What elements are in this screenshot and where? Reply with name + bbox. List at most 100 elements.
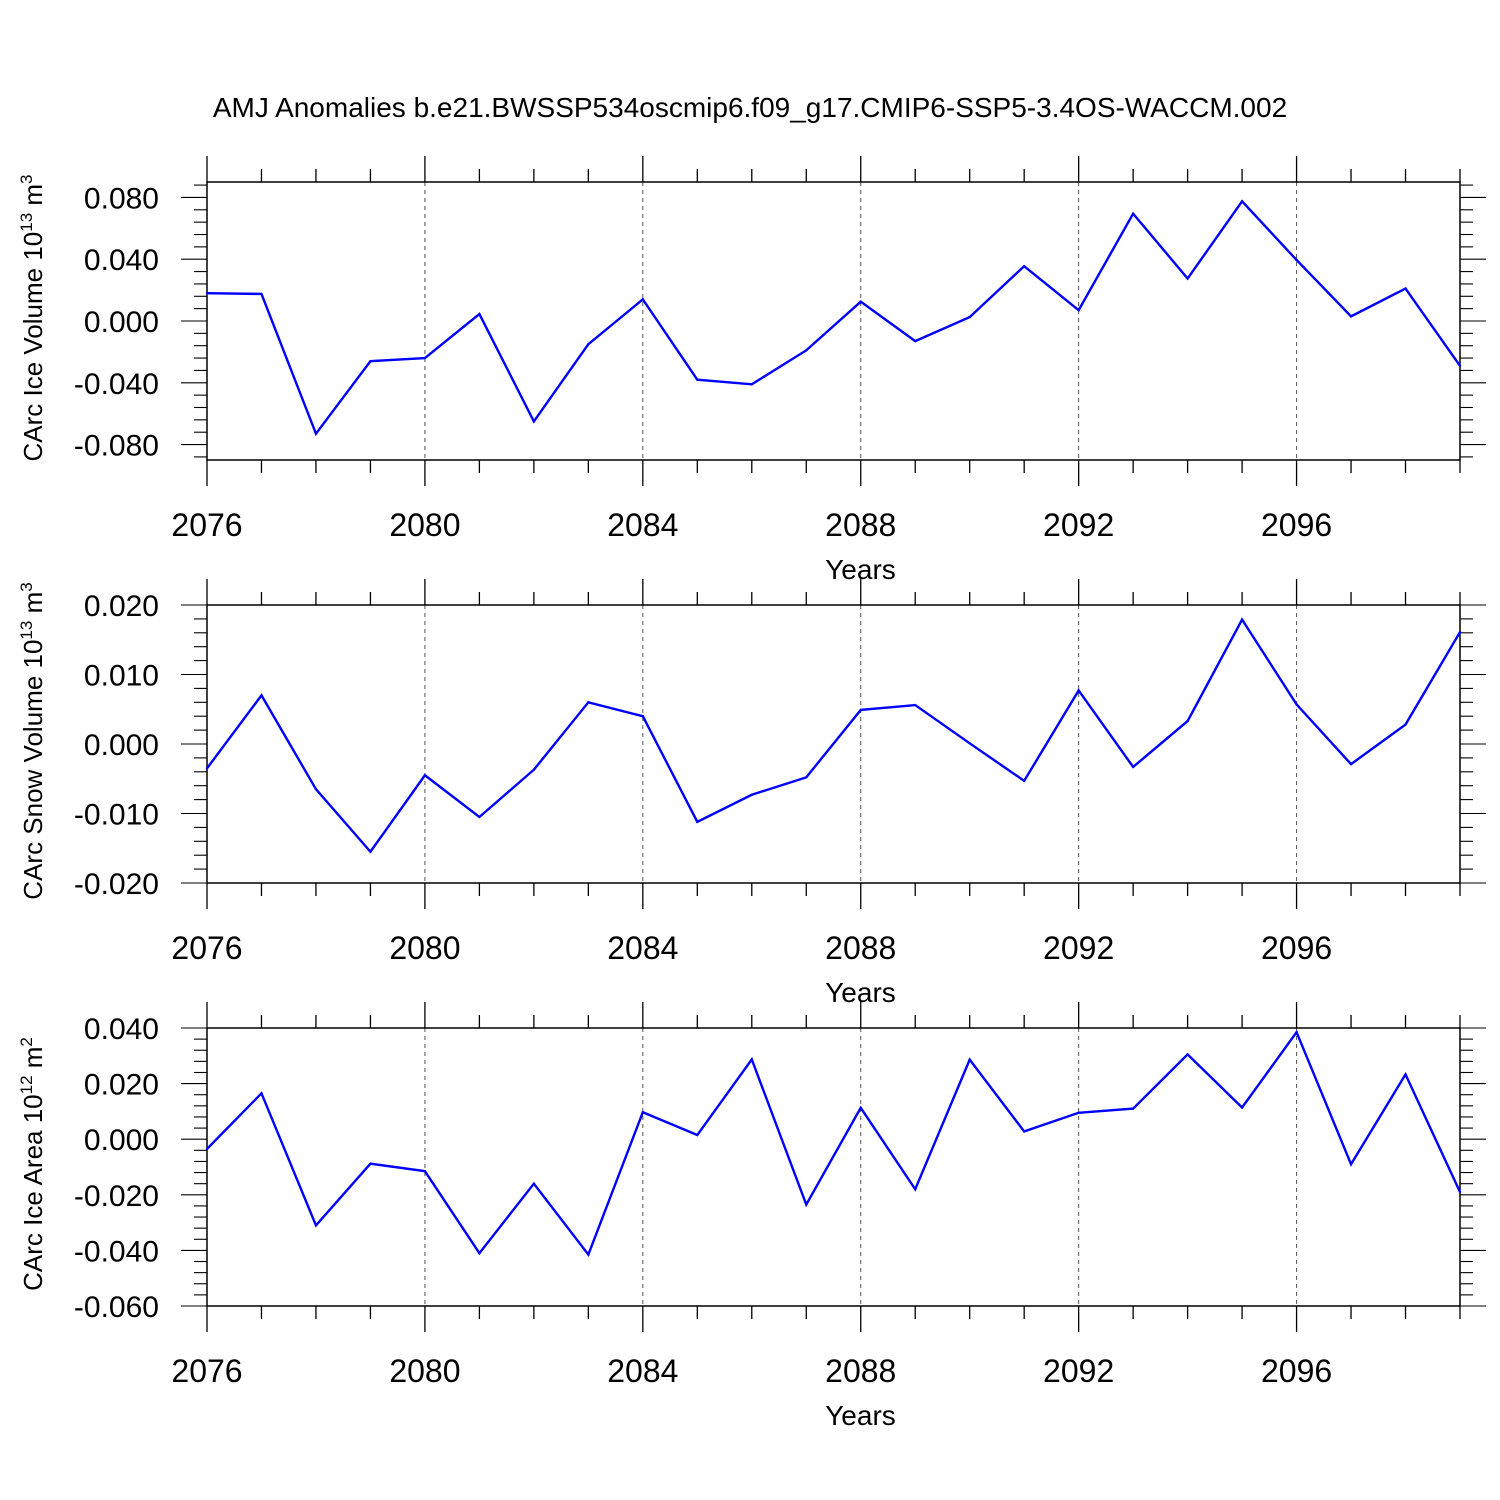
x-tick-label: 2076 <box>171 930 242 966</box>
x-tick-label: 2084 <box>607 1353 678 1389</box>
y-axis-label-unit-exponent: 3 <box>17 582 36 591</box>
data-point <box>369 850 372 853</box>
y-tick-label: 0.040 <box>84 1013 159 1046</box>
data-point <box>859 708 862 712</box>
y-tick-label: -0.010 <box>74 799 159 832</box>
data-point <box>641 1111 645 1114</box>
y-tick-label: 0.000 <box>84 1124 159 1157</box>
data-point <box>1131 1107 1135 1110</box>
data-point <box>1240 200 1244 203</box>
y-axis-label-exponent: 12 <box>17 1075 36 1094</box>
data-point <box>1131 212 1135 215</box>
x-tick-label: 2084 <box>607 507 678 543</box>
data-point <box>1295 703 1298 706</box>
x-tick-label: 2080 <box>389 507 460 543</box>
snow-volume-series-line <box>206 617 1462 854</box>
data-point <box>914 1188 917 1191</box>
y-axis-label-unit-exponent: 2 <box>17 1037 36 1046</box>
data-point <box>859 1106 862 1109</box>
data-point <box>1077 1111 1080 1114</box>
y-tick-label: 0.040 <box>84 244 159 277</box>
data-point <box>587 1253 590 1256</box>
data-point <box>1022 1130 1026 1133</box>
x-tick-label: 2092 <box>1043 507 1114 543</box>
y-axis-label: CArc Ice Volume 1013 m3 <box>17 174 48 461</box>
data-point <box>369 1162 372 1165</box>
data-point <box>1295 258 1298 262</box>
x-tick-label: 2096 <box>1261 1353 1332 1389</box>
ice-area-panel: -0.060 -0.040 -0.020 0.000 0.020 0.040 2076 208… <box>17 1002 1486 1431</box>
y-axis-label-unit-exponent: 3 <box>17 174 36 183</box>
y-tick-label: 0.020 <box>84 1069 159 1102</box>
y-tick-label: -0.040 <box>74 368 159 401</box>
ice-volume-series-line <box>206 199 1461 437</box>
data-point <box>1458 1190 1462 1194</box>
data-point <box>1404 287 1407 290</box>
x-tick-label: 2096 <box>1261 507 1332 543</box>
y-axis-label-text: CArc Ice Area 10 <box>18 1094 48 1291</box>
data-point <box>750 383 753 386</box>
chart-title: AMJ Anomalies b.e21.BWSSP534oscmip6.f09_… <box>212 92 1288 123</box>
data-point <box>914 703 917 707</box>
x-tick-label: 2088 <box>825 1353 896 1389</box>
data-point <box>205 292 209 295</box>
y-axis-label-unit: m <box>18 184 48 213</box>
data-point <box>696 820 699 824</box>
y-axis-label-exponent: 13 <box>17 213 36 232</box>
data-point <box>805 349 808 352</box>
data-point <box>1240 618 1244 621</box>
data-point <box>205 1147 209 1151</box>
data-point <box>423 1169 427 1173</box>
data-point <box>1077 689 1080 692</box>
data-point <box>696 1133 699 1137</box>
data-point <box>587 701 590 704</box>
x-axis-label: Years <box>825 1400 896 1431</box>
data-point <box>532 420 536 423</box>
data-point <box>1186 719 1189 723</box>
data-point <box>1240 1106 1244 1109</box>
ice-area-series-line <box>206 1029 1462 1258</box>
data-point <box>423 356 427 360</box>
data-point <box>750 793 753 796</box>
y-tick-label: -0.080 <box>74 430 159 463</box>
data-point <box>1022 264 1026 268</box>
data-point <box>968 315 971 319</box>
y-tick-label: -0.020 <box>74 1180 159 1213</box>
x-tick-label: 2088 <box>825 930 896 966</box>
data-point <box>1295 1030 1298 1034</box>
data-point <box>750 1058 753 1061</box>
data-point <box>1131 765 1135 769</box>
data-point <box>260 1092 263 1095</box>
data-point <box>260 292 263 296</box>
data-point <box>314 787 318 791</box>
plot-frame <box>206 1027 1461 1307</box>
data-point <box>1458 364 1462 367</box>
data-point <box>1349 315 1353 318</box>
y-axis-label-text: CArc Snow Volume 10 <box>18 640 48 900</box>
data-point <box>696 378 699 381</box>
data-point <box>478 312 481 316</box>
x-tick-label: 2092 <box>1043 1353 1114 1389</box>
data-point <box>478 815 481 819</box>
y-tick-label: 0.080 <box>84 182 159 215</box>
data-point <box>260 694 263 697</box>
x-tick-label: 2080 <box>389 930 460 966</box>
x-tick-label: 2088 <box>825 507 896 543</box>
y-axis-label-unit: m <box>18 592 48 621</box>
data-point <box>968 742 971 745</box>
y-tick-label: 0.010 <box>84 660 159 693</box>
x-tick-label: 2076 <box>171 1353 242 1389</box>
data-point <box>423 774 427 777</box>
x-tick-label: 2080 <box>389 1353 460 1389</box>
snow-volume-panel: -0.020 -0.010 0.000 0.010 0.020 2076 2080 2084 2… <box>17 579 1486 1008</box>
data-point <box>369 359 372 363</box>
data-point <box>1458 630 1462 634</box>
data-point <box>1349 1163 1353 1166</box>
data-point <box>1404 723 1407 726</box>
data-point <box>314 1224 318 1227</box>
data-point <box>532 768 536 771</box>
data-point <box>1022 779 1026 783</box>
data-point <box>641 715 645 718</box>
x-tick-label: 2084 <box>607 930 678 966</box>
y-tick-label: 0.000 <box>84 729 159 762</box>
